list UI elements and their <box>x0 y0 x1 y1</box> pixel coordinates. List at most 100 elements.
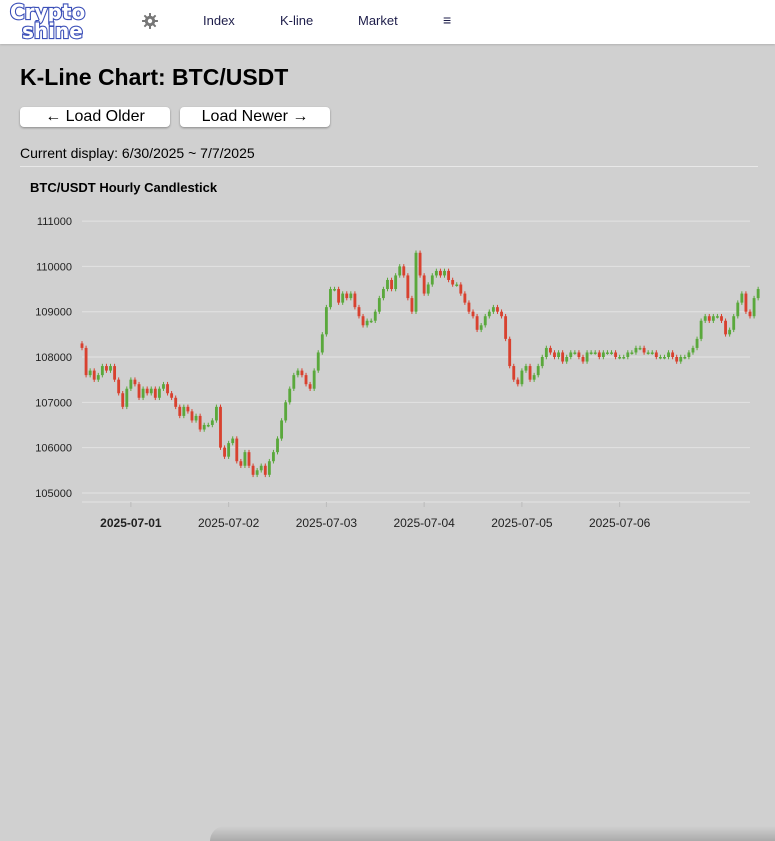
gear-icon[interactable] <box>141 12 159 30</box>
candle-body <box>606 352 609 354</box>
crypto-shine-logo[interactable]: Crypto shine <box>8 1 112 41</box>
candle-body <box>308 384 312 389</box>
x-tick-label: 2025-07-01 <box>100 516 162 530</box>
candle-body <box>414 252 418 312</box>
window-edge-shadow <box>210 826 775 841</box>
y-tick-label: 105000 <box>35 488 72 500</box>
candle-body <box>439 270 442 276</box>
y-tick-label: 108000 <box>35 352 72 364</box>
candle-body <box>487 311 491 317</box>
candle-body <box>434 270 438 276</box>
load-older-button[interactable]: ← Load Older <box>20 107 170 127</box>
nav-link-kline[interactable]: K-line <box>280 13 314 28</box>
candle-body <box>512 366 516 380</box>
candle-body <box>569 352 573 357</box>
candle-body <box>544 347 548 357</box>
candle-body <box>548 347 552 353</box>
candle-body <box>174 397 178 407</box>
candle-body <box>634 347 638 353</box>
logo-graphic: Crypto shine <box>9 1 86 41</box>
x-tick-label: 2025-07-04 <box>393 516 455 530</box>
candle-body <box>479 325 483 330</box>
candle-body <box>92 370 96 380</box>
candle-body <box>121 393 125 407</box>
candle-body <box>695 338 699 348</box>
y-tick-label: 110000 <box>36 261 72 273</box>
candle-body <box>687 352 691 357</box>
load-newer-button[interactable]: Load Newer → <box>180 107 330 127</box>
candle-body <box>202 424 206 430</box>
candle-body <box>190 411 194 421</box>
candle-body <box>418 252 422 276</box>
candle-body <box>504 316 508 339</box>
candle-body <box>320 334 324 353</box>
hamburger-menu-icon[interactable]: ≡ <box>443 12 452 28</box>
candle-body <box>593 352 597 354</box>
candle-body <box>646 352 650 354</box>
candle-body <box>84 347 88 376</box>
candle-body <box>630 352 634 354</box>
candle-body <box>402 266 406 276</box>
candle-body <box>443 270 446 276</box>
divider <box>20 166 758 167</box>
candle-body <box>398 266 402 276</box>
candle-body <box>231 438 235 444</box>
candle-body <box>255 470 259 475</box>
candle-body <box>170 393 174 398</box>
candle-body <box>626 352 630 357</box>
candle-body <box>732 316 736 330</box>
candle-body <box>235 438 239 462</box>
nav-link-index[interactable]: Index <box>203 13 235 28</box>
candle-body <box>451 279 455 285</box>
candle-body <box>447 270 451 280</box>
candle-body <box>272 452 275 462</box>
candle-body <box>524 366 528 371</box>
candle-body <box>304 375 308 385</box>
candle-body <box>182 406 186 416</box>
candle-body <box>145 388 149 394</box>
candle-body <box>349 293 353 299</box>
candle-body <box>581 357 585 362</box>
candle-body <box>284 402 288 421</box>
candle-body <box>247 452 251 466</box>
candle-body <box>724 320 727 335</box>
candle-body <box>483 316 487 326</box>
candle-body <box>361 316 365 326</box>
candle-body <box>288 388 292 403</box>
candle-body <box>422 275 426 294</box>
nav-link-market[interactable]: Market <box>358 13 398 28</box>
candle-body <box>691 347 695 353</box>
candle-body <box>206 424 210 427</box>
candle-body <box>223 447 226 457</box>
candle-body <box>565 357 569 362</box>
candle-body <box>210 420 214 425</box>
candle-body <box>312 370 316 389</box>
candle-body <box>109 366 112 371</box>
candle-body <box>280 420 284 439</box>
candle-body <box>373 311 377 321</box>
candle-body <box>406 275 410 299</box>
candle-body <box>622 357 626 359</box>
candle-body <box>353 293 357 308</box>
candle-body <box>561 352 565 362</box>
candle-body <box>699 320 703 339</box>
candle-body <box>589 352 593 354</box>
candle-body <box>186 406 190 412</box>
candle-body <box>491 307 495 312</box>
candle-body <box>239 461 243 466</box>
candle-body <box>683 357 687 359</box>
candle-body <box>125 388 129 407</box>
candle-body <box>720 316 723 321</box>
candle-body <box>153 388 157 398</box>
candle-body <box>149 388 153 394</box>
candle-body <box>496 307 499 312</box>
candle-body <box>345 293 349 299</box>
candlestick-chart[interactable]: 105000 106000 107000 108000 109000 110000 1110… <box>20 172 760 532</box>
candle-body <box>671 352 675 357</box>
candle-body <box>80 343 84 348</box>
candle-body <box>675 357 679 362</box>
chart-canvas[interactable]: 105000 106000 107000 108000 109000 110000 1110… <box>20 172 760 532</box>
candle-body <box>744 293 748 312</box>
logo-text-line2: shine <box>22 19 83 41</box>
x-tick-label: 2025-07-05 <box>491 516 553 530</box>
